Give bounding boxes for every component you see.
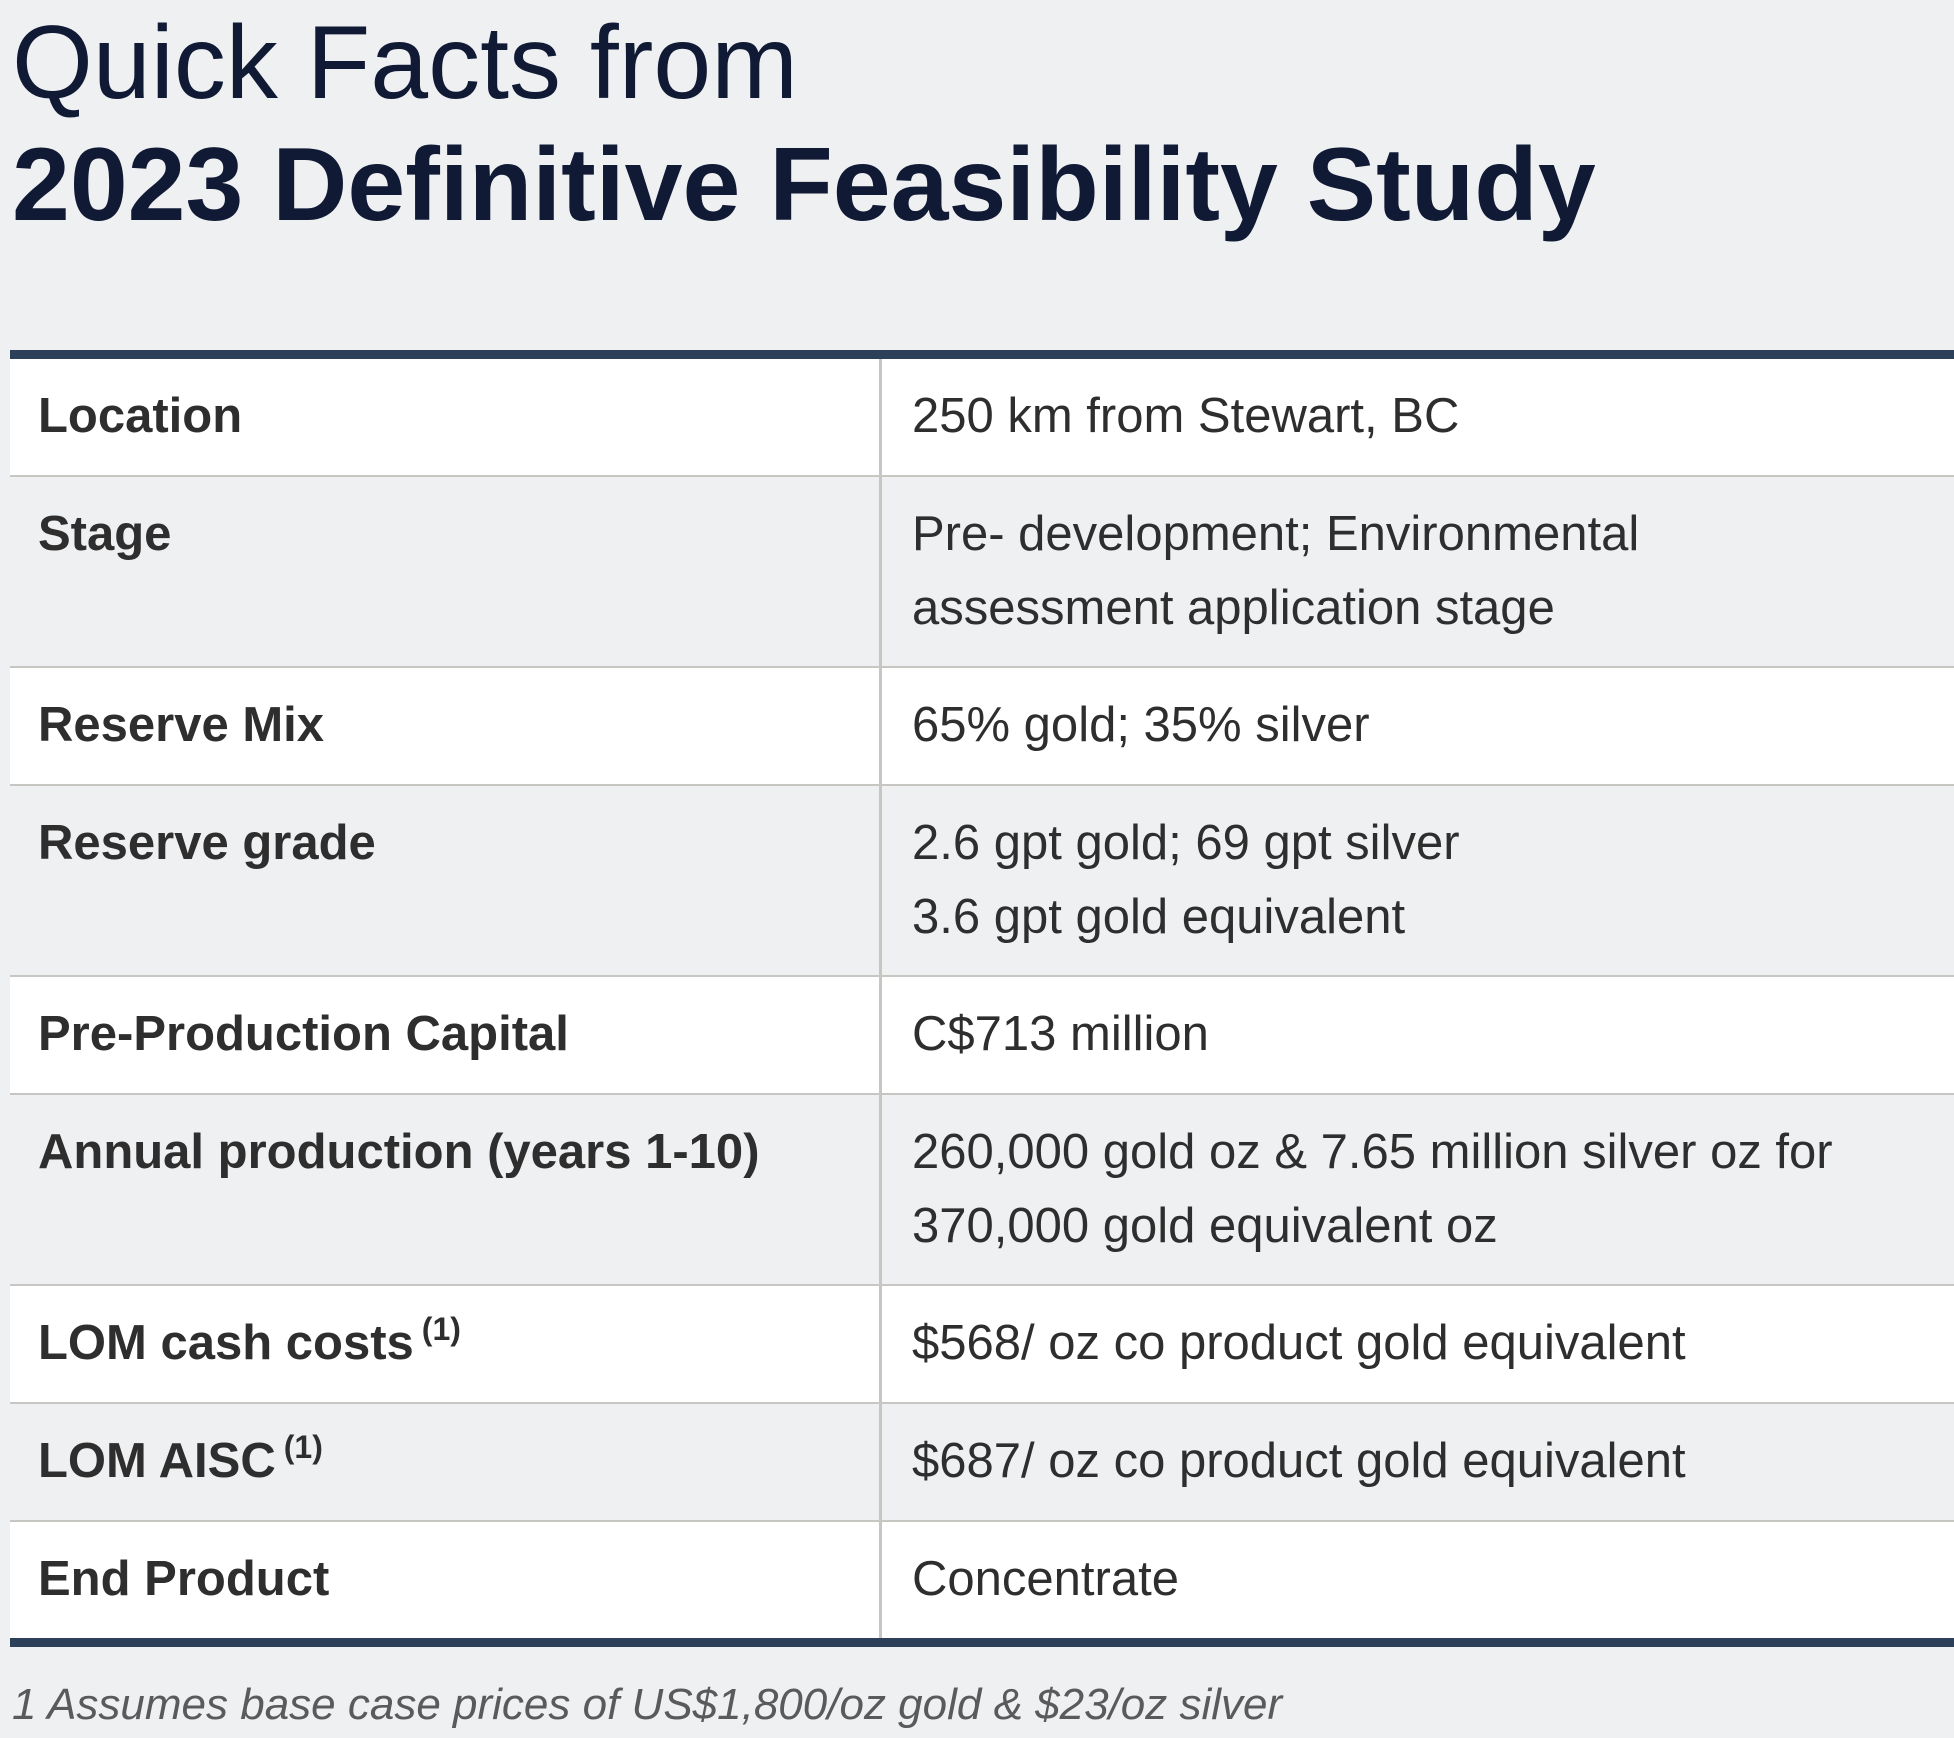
- row-value: 2.6 gpt gold; 69 gpt silver 3.6 gpt gold…: [912, 816, 1460, 944]
- footnote-reference: (1): [283, 1429, 323, 1465]
- row-label: Location: [10, 359, 882, 475]
- table-row: Reserve Mix 65% gold; 35% silver: [10, 668, 1954, 786]
- table-row: Annual production (years 1-10) 260,000 g…: [10, 1095, 1954, 1286]
- table-row: Pre-Production Capital C$713 million: [10, 977, 1954, 1095]
- row-value: 65% gold; 35% silver: [912, 698, 1370, 752]
- footnote-reference: (1): [421, 1311, 461, 1347]
- row-value: 250 km from Stewart, BC: [912, 389, 1460, 443]
- page-title-line-1: Quick Facts from: [12, 5, 798, 121]
- row-value: $687/ oz co product gold equivalent: [912, 1434, 1686, 1488]
- quick-facts-table: Location 250 km from Stewart, BC Stage P…: [10, 350, 1954, 1647]
- row-value: Concentrate: [912, 1552, 1179, 1606]
- row-label: LOM AISC (1): [10, 1404, 882, 1520]
- table-row: Location 250 km from Stewart, BC: [10, 359, 1954, 477]
- row-value: 260,000 gold oz & 7.65 million silver oz…: [912, 1125, 1833, 1253]
- row-label: Reserve grade: [10, 786, 882, 975]
- row-value: $568/ oz co product gold equivalent: [912, 1316, 1686, 1370]
- footnote: 1 Assumes base case prices of US$1,800/o…: [12, 1680, 1283, 1729]
- page-title-line-2: 2023 Definitive Feasibility Study: [12, 127, 1596, 243]
- row-label: Stage: [10, 477, 882, 666]
- table-row: Reserve grade 2.6 gpt gold; 69 gpt silve…: [10, 786, 1954, 977]
- table-row: End Product Concentrate: [10, 1522, 1954, 1638]
- table-row: Stage Pre- development; Environmental as…: [10, 477, 1954, 668]
- row-label: Annual production (years 1-10): [10, 1095, 882, 1284]
- row-label: Pre-Production Capital: [10, 977, 882, 1093]
- row-value: Pre- development; Environmental assessme…: [912, 507, 1640, 635]
- row-label: LOM cash costs (1): [10, 1286, 882, 1402]
- row-value: C$713 million: [912, 1007, 1209, 1061]
- table-row: LOM AISC (1) $687/ oz co product gold equ…: [10, 1404, 1954, 1522]
- table-row: LOM cash costs (1) $568/ oz co product go…: [10, 1286, 1954, 1404]
- row-label: End Product: [10, 1522, 882, 1638]
- row-label: Reserve Mix: [10, 668, 882, 784]
